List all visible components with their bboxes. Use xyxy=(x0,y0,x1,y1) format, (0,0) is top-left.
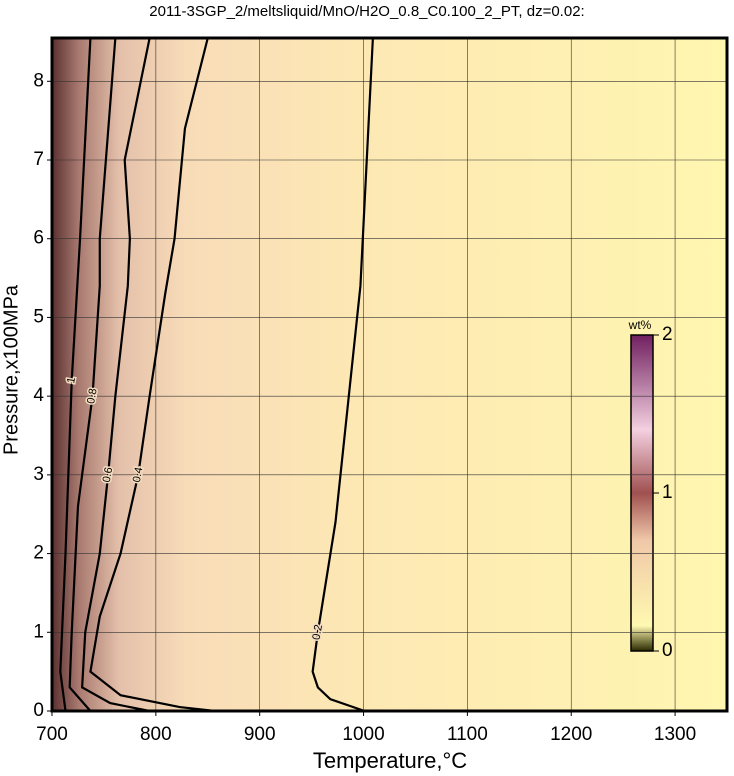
contour-label: 1 xyxy=(65,376,78,384)
x-tick-label: 900 xyxy=(244,724,276,745)
contour-line xyxy=(59,37,92,712)
colorbar-tick-label: 1 xyxy=(662,482,673,503)
contour-line xyxy=(89,37,216,713)
y-tick-label: 0 xyxy=(33,700,44,721)
contour-label: 0.4 xyxy=(131,466,145,483)
y-tick-label: 1 xyxy=(33,621,44,642)
colorbar-tick-label: 2 xyxy=(662,324,673,345)
contour-line xyxy=(311,37,374,713)
contour-line xyxy=(68,37,117,712)
x-tick-label: 1000 xyxy=(342,724,384,745)
y-tick-label: 4 xyxy=(33,385,44,406)
plot-area xyxy=(52,38,727,711)
x-tick-label: 1300 xyxy=(654,724,696,745)
chart-title: 2011-3SGP_2/meltsliquid/MnO/H2O_0.8_C0.1… xyxy=(149,3,584,20)
colorbar-tick-label: 0 xyxy=(662,640,673,661)
x-axis-label: Temperature,°C xyxy=(313,748,467,773)
x-tick-label: 1100 xyxy=(447,724,488,745)
contour-label: 0.6 xyxy=(101,466,115,483)
y-axis-label: Pressure,x100MPa xyxy=(0,284,22,455)
y-tick-label: 2 xyxy=(33,543,44,564)
plot-frame xyxy=(50,36,729,713)
y-tick-label: 8 xyxy=(33,70,44,91)
colorbar xyxy=(630,334,654,652)
contour-label: 0.8 xyxy=(85,388,99,405)
x-tick-label: 700 xyxy=(36,724,68,745)
x-tick-label: 1200 xyxy=(550,724,592,745)
contour-label: 0.2 xyxy=(311,624,325,641)
y-tick-label: 6 xyxy=(33,228,44,249)
y-tick-label: 3 xyxy=(33,464,44,485)
contour-line xyxy=(80,37,151,713)
colorbar-label: wt% xyxy=(628,318,652,332)
y-tick-label: 7 xyxy=(33,149,44,170)
y-tick-label: 5 xyxy=(33,306,44,327)
x-tick-label: 800 xyxy=(140,724,172,745)
